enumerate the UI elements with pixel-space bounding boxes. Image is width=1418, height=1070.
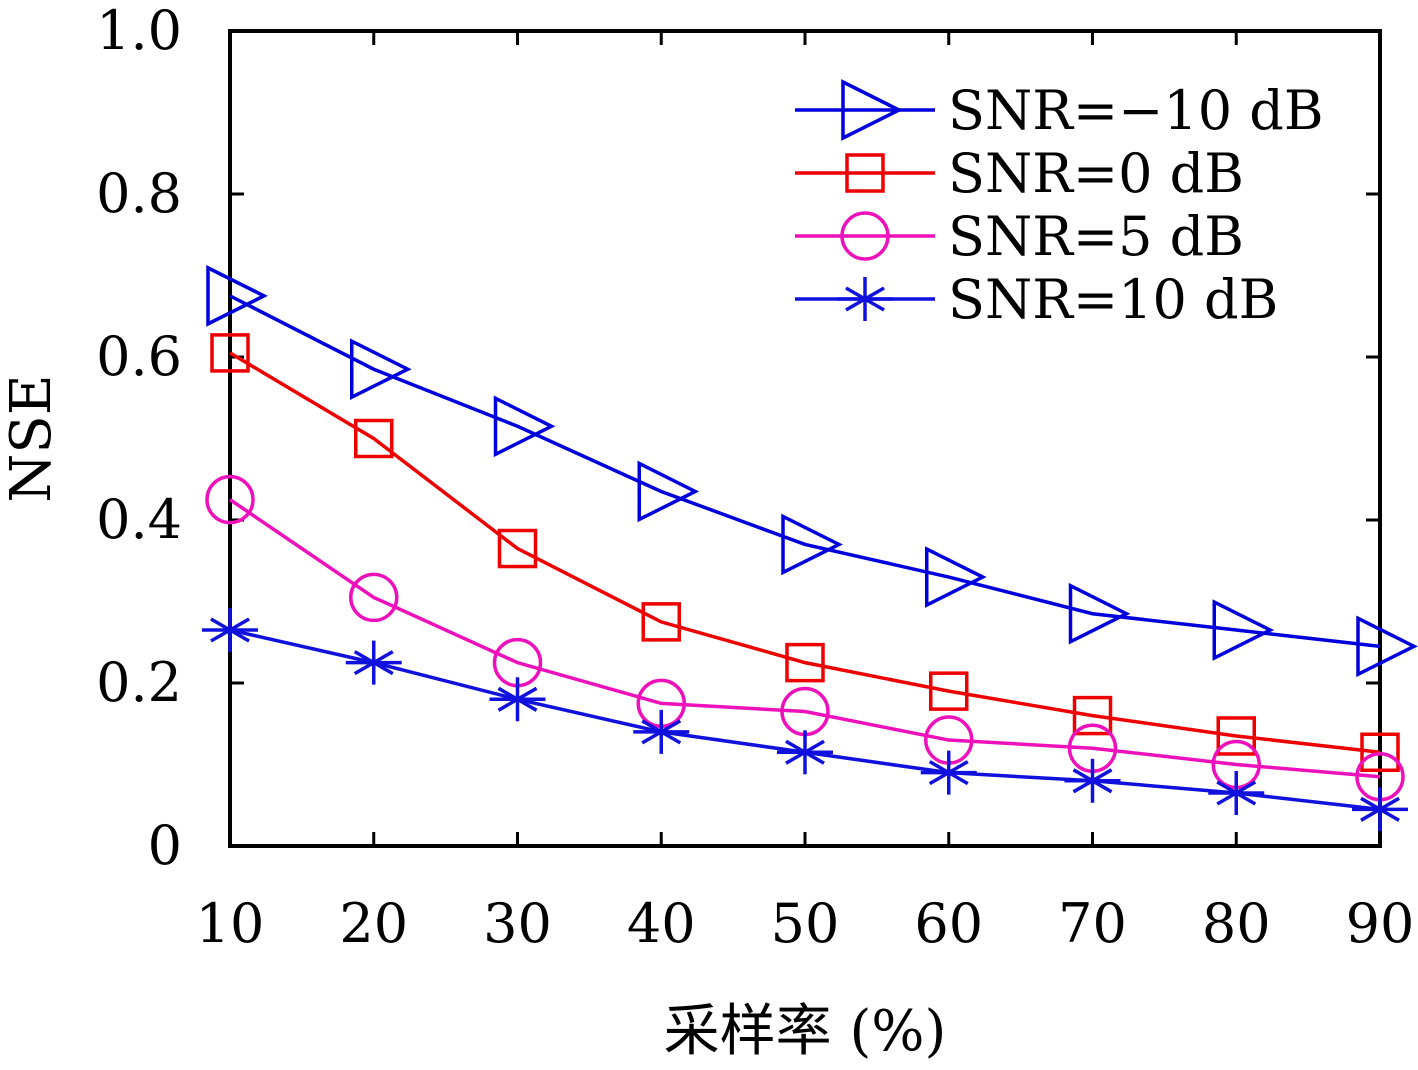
legend-marker	[845, 153, 885, 193]
y-tick-label: 0.2	[96, 651, 182, 714]
x-tick-label: 80	[1202, 892, 1271, 955]
data-point	[493, 395, 556, 458]
x-tick-label: 20	[339, 892, 408, 955]
data-point	[350, 338, 412, 401]
data-point	[925, 546, 987, 608]
data-point	[641, 602, 681, 642]
data-point	[1352, 787, 1408, 832]
data-point	[920, 750, 977, 795]
data-point	[497, 528, 538, 569]
data-point	[1212, 599, 1275, 661]
x-axis-label: 采样率 (%)	[664, 999, 947, 1064]
data-point	[1064, 758, 1121, 803]
series-line	[229, 351, 1381, 755]
y-tick-label: 0.6	[96, 325, 182, 388]
series-0	[206, 265, 1418, 678]
data-point	[349, 572, 399, 623]
series-line	[229, 628, 1381, 812]
x-tick-label: 40	[627, 892, 696, 955]
series-3	[202, 608, 1408, 832]
data-point	[777, 730, 833, 775]
data-point	[1072, 695, 1113, 736]
data-point	[202, 608, 258, 653]
legend-label: SNR=−10 dB	[948, 79, 1324, 142]
series-line	[229, 498, 1381, 779]
data-point	[637, 460, 700, 523]
y-tick-label: 0.8	[96, 162, 182, 225]
data-point	[785, 642, 825, 683]
legend-label: SNR=10 dB	[948, 268, 1278, 331]
legend-item: SNR=10 dB	[795, 268, 1278, 331]
legend-marker	[840, 211, 890, 261]
legend-item: SNR=−10 dB	[795, 79, 1324, 142]
data-point	[210, 333, 250, 373]
x-tick-label: 30	[483, 892, 552, 955]
y-tick-label: 0.4	[96, 488, 182, 551]
legend-label: SNR=0 dB	[948, 142, 1244, 205]
x-tick-label: 10	[196, 892, 265, 955]
y-axis-label: NSE	[0, 374, 64, 502]
y-tick-label: 0	[148, 814, 182, 877]
data-point	[1360, 732, 1400, 773]
data-point	[781, 513, 843, 576]
data-point	[206, 265, 268, 327]
data-point	[489, 677, 546, 722]
data-point	[1068, 582, 1131, 645]
data-point	[929, 671, 969, 711]
data-point	[633, 709, 690, 754]
x-tick-label: 50	[771, 892, 840, 955]
legend-item: SNR=0 dB	[795, 142, 1244, 205]
legend-label: SNR=5 dB	[948, 205, 1244, 268]
data-point	[345, 640, 402, 685]
legend-marker	[837, 277, 893, 321]
series-line	[229, 294, 1381, 649]
data-point	[1216, 716, 1256, 756]
x-tick-label: 70	[1058, 892, 1127, 955]
legend-marker	[841, 79, 903, 141]
series-layer	[202, 265, 1418, 832]
series-1	[210, 333, 1400, 773]
data-point	[354, 418, 394, 459]
data-point	[1356, 615, 1418, 678]
data-point	[1208, 771, 1265, 816]
x-tick-label: 60	[914, 892, 983, 955]
y-tick-label: 1.0	[96, 0, 182, 62]
legend-item: SNR=5 dB	[795, 205, 1244, 268]
data-point	[205, 474, 255, 525]
x-tick-label: 90	[1346, 892, 1415, 955]
axis-ticks: 0 0.2 0.4 0.6 0.8 1.0 10 20 30 40 50 60 70 80 90	[96, 0, 1414, 955]
